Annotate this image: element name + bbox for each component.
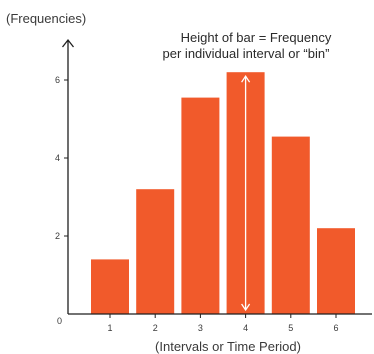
y-tick-label-6: 6 xyxy=(55,75,60,85)
bar-5 xyxy=(271,136,310,314)
y-axis-arrowhead xyxy=(61,38,75,48)
arrow-head-down xyxy=(241,303,251,312)
x-tick-label-1: 1 xyxy=(107,323,112,333)
x-ticks: 1 2 3 4 5 6 xyxy=(107,314,339,333)
y-tick-label-4: 4 xyxy=(55,153,60,163)
x-tick-label-4: 4 xyxy=(243,323,248,333)
y-ticks: 2 4 6 xyxy=(55,75,68,241)
annotation-line-1: Height of bar = Frequency xyxy=(181,30,332,45)
bar-1 xyxy=(91,259,129,314)
x-tick-label-5: 5 xyxy=(288,323,293,333)
arrow-head-up xyxy=(241,75,251,83)
x-axis-label: (Intervals or Time Period) xyxy=(155,339,301,354)
x-tick-label-6: 6 xyxy=(333,323,338,333)
bar-3 xyxy=(181,97,220,314)
y-tick-label-2: 2 xyxy=(55,231,60,241)
x-tick-label-3: 3 xyxy=(198,323,203,333)
bar-6 xyxy=(317,228,355,314)
x-tick-label-2: 2 xyxy=(153,323,158,333)
annotation-line-2: per individual interval or “bin” xyxy=(163,46,330,61)
frequency-arrow xyxy=(241,75,251,312)
bar-2 xyxy=(136,189,175,314)
bars-layer xyxy=(91,72,355,314)
origin-label: 0 xyxy=(57,316,62,326)
y-axis-label: (Frequencies) xyxy=(6,11,86,26)
